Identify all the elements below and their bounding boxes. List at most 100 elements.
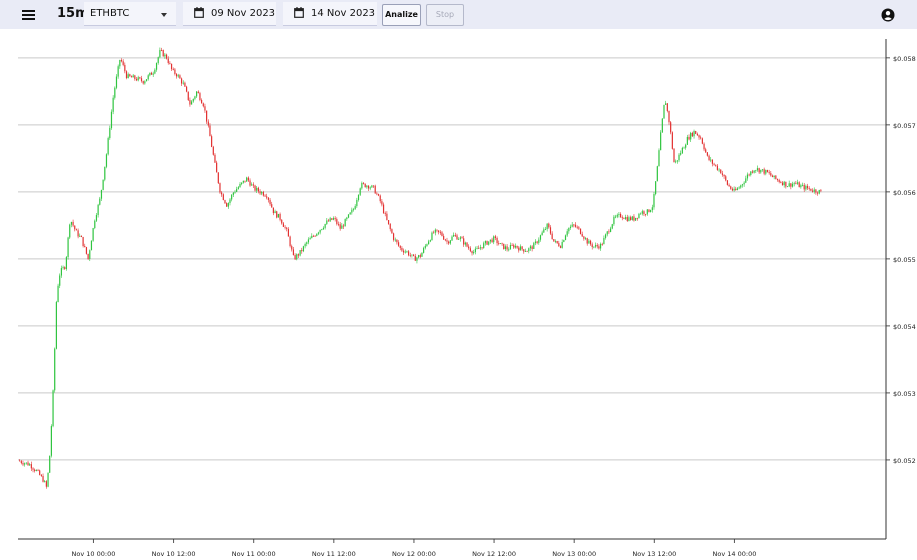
candle-down [384, 213, 386, 214]
candle-down [272, 207, 274, 214]
candle-up [164, 54, 166, 57]
candle-down [735, 188, 737, 191]
candle-up [658, 150, 660, 167]
menu-icon[interactable] [20, 8, 38, 22]
candle-up [476, 248, 478, 249]
candle-down [140, 78, 143, 82]
candle-down [391, 229, 393, 234]
start-date-field[interactable]: 09 Nov 2023 [183, 2, 276, 26]
candle-down [337, 223, 340, 225]
candle-down [573, 224, 575, 226]
candle-down [496, 237, 498, 244]
candle-down [558, 243, 560, 247]
stop-button[interactable]: Stop [426, 4, 464, 26]
candle-up [47, 472, 49, 487]
candle-up [411, 254, 413, 256]
candle-down [439, 232, 441, 233]
candle-down [436, 229, 438, 231]
candle-up [229, 199, 231, 204]
candle-down [730, 186, 732, 189]
candle-down [284, 226, 286, 228]
candle-down [45, 481, 47, 487]
price-chart[interactable]: $0.058 $0.057 $0.056 $0.055 $0.054 $0.053 $0.0… [0, 29, 917, 560]
candle-down [578, 227, 580, 229]
end-date-field[interactable]: 14 Nov 2023 [283, 2, 377, 26]
candle-up [352, 209, 355, 211]
candle-down [124, 64, 126, 72]
candle-down [591, 244, 593, 248]
candle-down [601, 243, 603, 245]
candle-up [89, 250, 91, 259]
candle-up [504, 246, 507, 250]
candle-up [332, 218, 335, 220]
symbol-select[interactable]: ETHBTC [84, 2, 176, 26]
candle-up [604, 234, 607, 238]
candle-down [708, 155, 710, 161]
candle-up [756, 168, 759, 171]
candle-down [705, 149, 707, 153]
x-tick-label: Nov 13 00:00 [552, 550, 596, 558]
candle-up [534, 241, 537, 244]
candle-down [780, 181, 782, 183]
candle-down [808, 188, 810, 190]
y-tick-label: $0.056 [893, 189, 916, 197]
candle-down [433, 232, 435, 234]
candle-up [236, 189, 238, 192]
candle-down [441, 232, 443, 236]
candle-up [59, 275, 61, 286]
candle-down [169, 62, 171, 64]
candle-up [741, 184, 744, 186]
candle-up [451, 236, 453, 241]
candle-down [247, 177, 249, 181]
candle-up [44, 481, 46, 482]
candle-down [327, 220, 330, 222]
x-tick-label: Nov 13 12:00 [632, 550, 676, 558]
candle-up [29, 464, 31, 466]
candle-down [282, 223, 285, 227]
candle-down [367, 185, 370, 189]
candle-down [269, 199, 271, 205]
candle-down [84, 246, 86, 248]
analize-button[interactable]: Analize [382, 4, 421, 26]
candle-up [54, 348, 56, 391]
candle-up [416, 257, 418, 261]
candle-up [60, 268, 62, 276]
candle-up [112, 97, 114, 112]
candle-up [431, 232, 433, 241]
candle-down [645, 214, 647, 215]
candle-up [655, 181, 657, 195]
candle-up [800, 185, 802, 188]
candle-down [461, 237, 463, 239]
candle-down [221, 192, 223, 195]
candle-up [743, 182, 745, 185]
candle-down [172, 69, 174, 70]
candle-down [810, 188, 812, 191]
candle-up [302, 246, 305, 252]
candle-down [758, 168, 760, 173]
toolbar: 15m ETHBTC 09 Nov 2023 14 Nov 2023 Anali… [0, 0, 917, 29]
candle-down [20, 461, 22, 464]
candle-up [690, 132, 692, 140]
y-tick-label: $0.055 [893, 256, 916, 264]
candle-up [593, 246, 595, 248]
candle-down [521, 246, 523, 250]
candle-down [160, 50, 163, 51]
candle-down [170, 63, 173, 70]
candle-up [609, 228, 612, 232]
candle-up [354, 206, 356, 210]
candle-up [110, 111, 113, 129]
candle-down [244, 180, 246, 182]
interval-label[interactable]: 15m [57, 6, 89, 21]
candle-down [72, 221, 74, 226]
candle-up [434, 229, 436, 233]
candle-up [663, 104, 665, 119]
candle-up [753, 170, 755, 173]
candle-up [745, 178, 747, 183]
candle-down [297, 254, 300, 256]
candle-down [197, 91, 199, 94]
candle-up [563, 240, 565, 242]
candle-up [154, 69, 156, 74]
candle-down [498, 243, 500, 244]
candle-down [726, 180, 729, 185]
account-circle-icon[interactable] [881, 8, 895, 22]
